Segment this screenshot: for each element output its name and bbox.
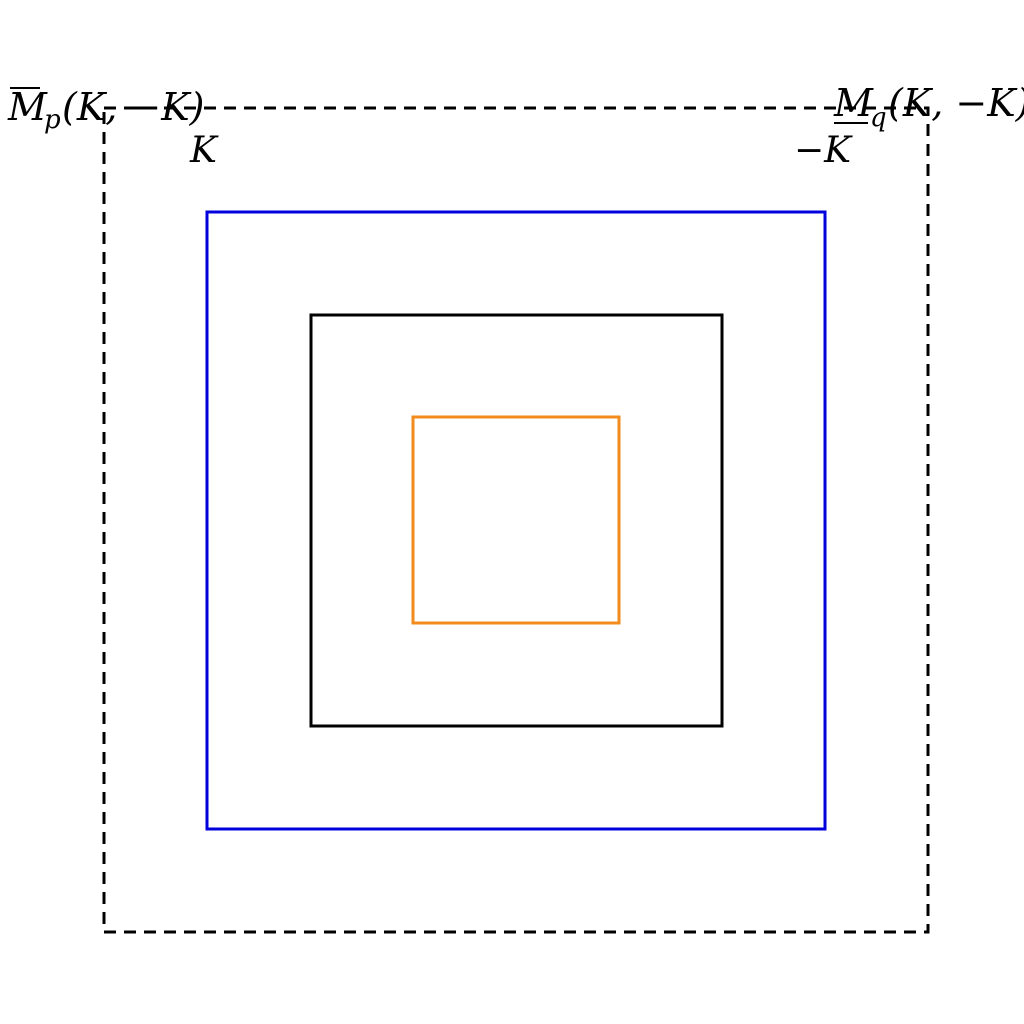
right-label-group: M q (K, −K) (833, 81, 1024, 133)
right-corner-label: −K (794, 130, 853, 171)
left-label-group: M p (K, −K) (7, 85, 204, 135)
left-label-args: (K, −K) (62, 85, 204, 129)
left-label-subscript: p (44, 105, 61, 135)
left-label-symbol: M (7, 85, 48, 129)
black-square (309, 313, 724, 728)
left-corner-label: K (189, 130, 219, 171)
blue-square (205, 210, 827, 831)
right-label-subscript: q (870, 103, 887, 133)
right-label-symbol: M (833, 81, 874, 125)
orange-square (411, 415, 621, 625)
right-label-args: (K, −K) (888, 81, 1024, 125)
outer-dashed-square (102, 106, 930, 934)
